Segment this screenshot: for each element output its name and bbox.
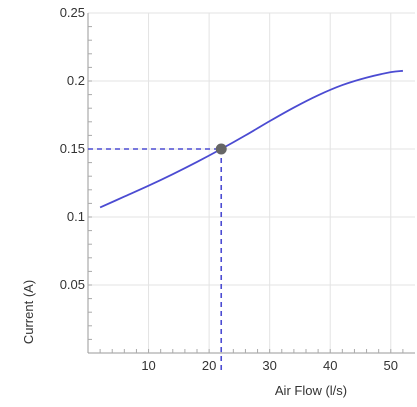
reference-lines bbox=[88, 148, 223, 373]
grid bbox=[88, 12, 415, 353]
x-tick-label: 10 bbox=[141, 358, 155, 373]
y-tick-label: 0.2 bbox=[67, 73, 85, 88]
series-line bbox=[99, 69, 403, 209]
y-tick-label: 0.05 bbox=[60, 277, 85, 292]
minor-ticks bbox=[88, 26, 404, 353]
y-tick-label: 0.25 bbox=[60, 5, 85, 20]
x-tick-label: 20 bbox=[202, 358, 216, 373]
marker-layer bbox=[215, 143, 227, 155]
y-tick-label: 0.1 bbox=[67, 209, 85, 224]
data-point-marker bbox=[215, 143, 227, 155]
series-layer bbox=[99, 69, 403, 209]
x-tick-label: 40 bbox=[323, 358, 337, 373]
x-axis-title: Air Flow (l/s) bbox=[275, 383, 347, 398]
x-tick-label: 50 bbox=[384, 358, 398, 373]
axes bbox=[87, 13, 415, 354]
x-tick-label: 30 bbox=[262, 358, 276, 373]
y-axis-title: Current (A) bbox=[21, 280, 36, 344]
tick-labels: 10 20 30 40 50 0.05 0.1 0.15 0.2 0.25 bbox=[60, 5, 398, 373]
y-tick-label: 0.15 bbox=[60, 141, 85, 156]
